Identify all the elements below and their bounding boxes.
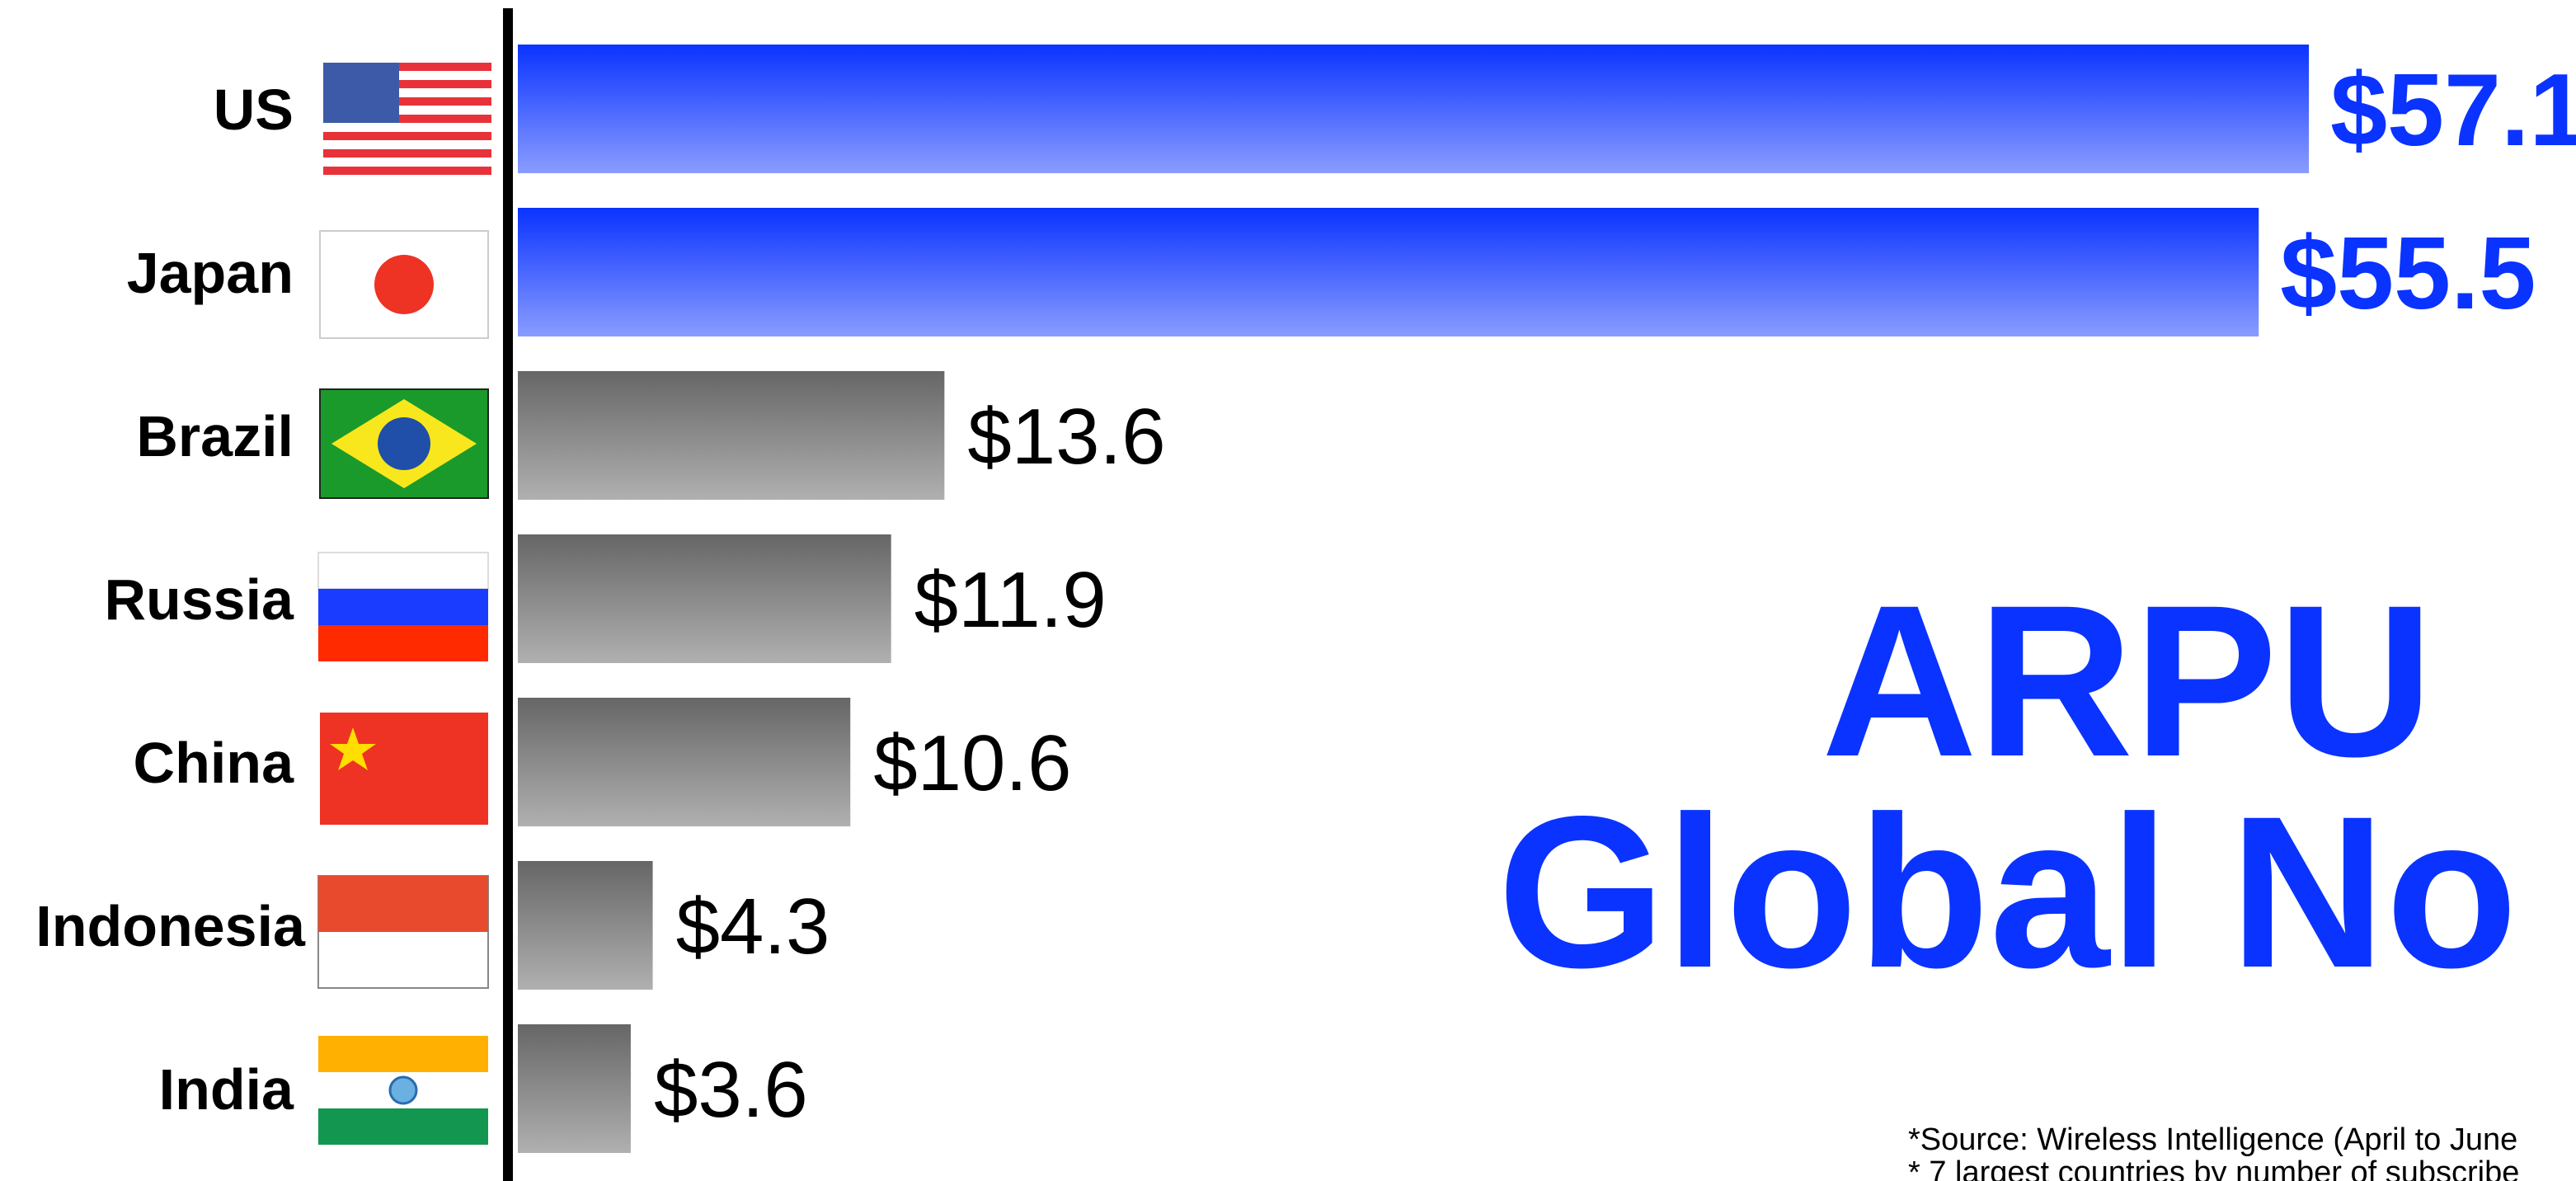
category-label: China [134,731,295,795]
value-label: $4.3 [676,882,830,971]
category-label: Brazil [136,404,294,468]
value-label: $11.9 [914,556,1107,644]
flag-brazil [319,388,489,499]
bar [518,1024,631,1153]
bar [518,861,653,990]
flag-indonesia [317,875,489,989]
flag-japan [319,230,489,339]
bars: US $57.1 Japan $55.5 Brazil $13.6 Russia $11.9 C… [35,45,2576,1153]
value-label: $10.6 [873,719,1071,807]
bar [518,534,891,663]
flag-china [320,713,488,825]
bar [518,208,2259,336]
bar [518,371,945,500]
flag-us [323,63,491,175]
category-label: Japan [127,241,294,305]
value-label: $55.5 [2280,217,2536,331]
flags [317,63,491,1145]
category-label: Indonesia [35,894,306,958]
title-line: ARPU [1822,560,2433,802]
notes: *Source: Wireless Intelligence (April to… [1908,1122,2519,1181]
value-label: $3.6 [654,1046,808,1134]
value-label: $57.1 [2330,54,2576,167]
note: *Source: Wireless Intelligence (April to… [1908,1122,2517,1157]
category-label: India [159,1057,294,1122]
bar [518,698,851,826]
note: * 7 largest countries by number of subsc… [1908,1155,2519,1181]
flag-russia [317,552,489,661]
value-label: $13.6 [967,393,1165,481]
flag-india [318,1036,488,1145]
category-label: Russia [104,567,294,632]
title-line: Global No [1497,771,2517,1013]
bar [518,45,2310,173]
axis-line [503,8,513,1181]
category-label: US [214,78,294,142]
